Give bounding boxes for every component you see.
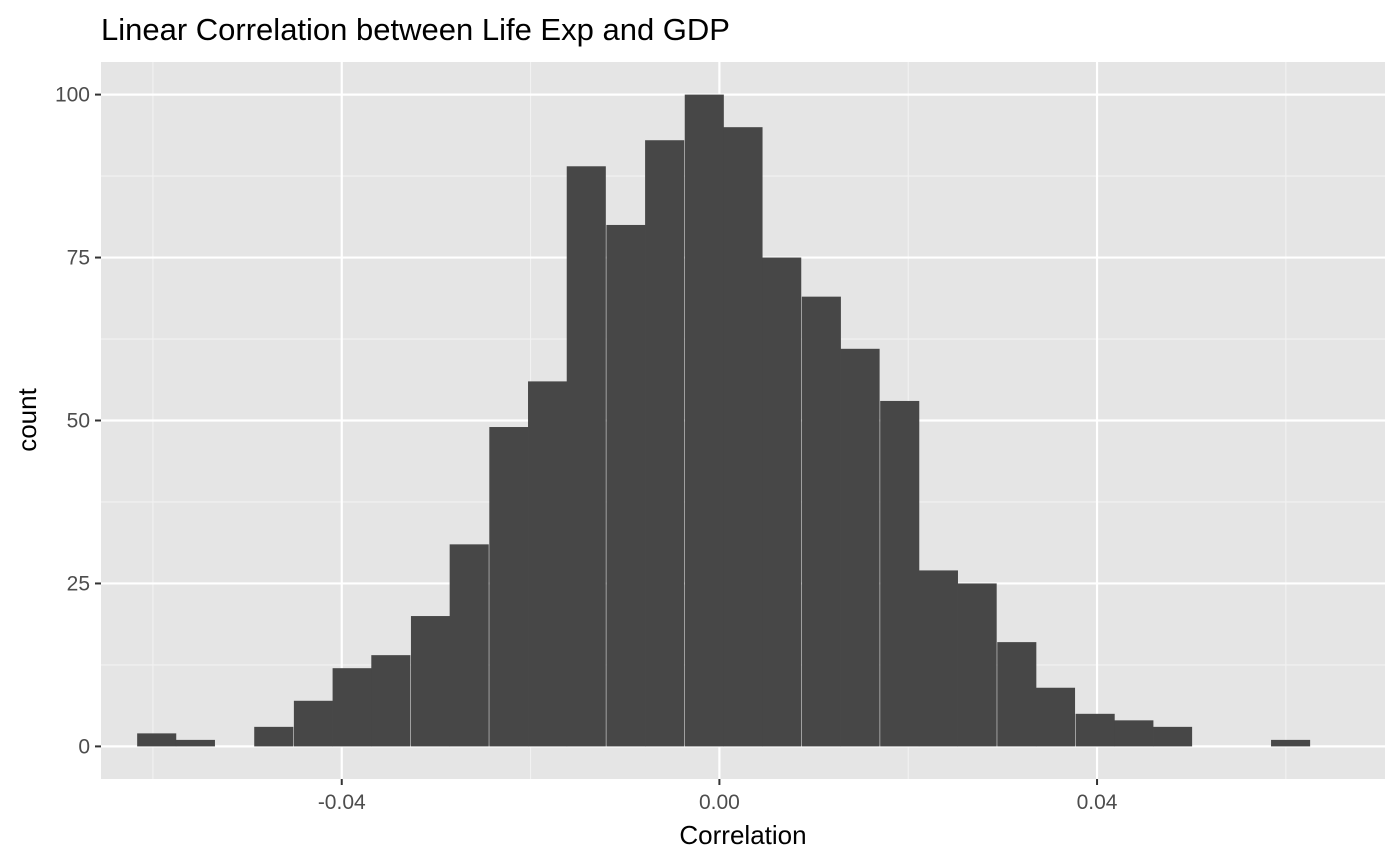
histogram-bar <box>880 400 920 747</box>
y-tick-label: 100 <box>55 84 90 107</box>
histogram-bar <box>566 166 606 747</box>
x-axis-title: Correlation <box>679 820 806 850</box>
histogram-bar <box>840 348 880 747</box>
x-axis: -0.04 0.00 0.04 <box>318 779 1118 814</box>
histogram-bar <box>293 700 333 747</box>
histogram-bar <box>1114 720 1154 747</box>
y-tick-label: 75 <box>67 247 90 270</box>
histogram-bar <box>371 655 411 747</box>
histogram-bar <box>449 544 489 747</box>
histogram-bar <box>762 257 802 747</box>
x-tick-label: 0.00 <box>699 791 740 814</box>
histogram-bar <box>684 94 724 747</box>
histogram-bar <box>1271 739 1311 747</box>
y-tick-label: 25 <box>67 572 90 595</box>
histogram-bar <box>918 570 958 747</box>
chart-title: Linear Correlation between Life Exp and … <box>101 12 730 47</box>
histogram-bar <box>1035 687 1076 747</box>
histogram-bar <box>1075 713 1115 747</box>
histogram-bar <box>606 224 646 747</box>
histogram-bar <box>332 668 372 747</box>
histogram-bar <box>997 642 1037 747</box>
x-tick-label: 0.04 <box>1077 791 1118 814</box>
histogram-bar <box>489 427 529 747</box>
histogram-bar <box>528 381 568 747</box>
x-tick-label: -0.04 <box>318 791 366 814</box>
histogram-bar <box>1153 726 1193 747</box>
histogram-bar <box>801 296 841 747</box>
y-tick-label: 50 <box>67 410 90 433</box>
histogram-bar <box>957 583 997 747</box>
histogram-bar <box>645 140 685 747</box>
histogram-bar <box>254 726 294 747</box>
histogram-bar <box>723 127 763 747</box>
y-axis-title: count <box>12 387 42 451</box>
histogram-bar <box>137 733 177 747</box>
y-tick-label: 0 <box>78 735 90 758</box>
histogram-bar <box>175 739 215 747</box>
histogram-bars <box>137 94 1311 747</box>
histogram-bar <box>410 616 451 747</box>
y-axis: 0 25 50 75 100 <box>55 84 101 758</box>
